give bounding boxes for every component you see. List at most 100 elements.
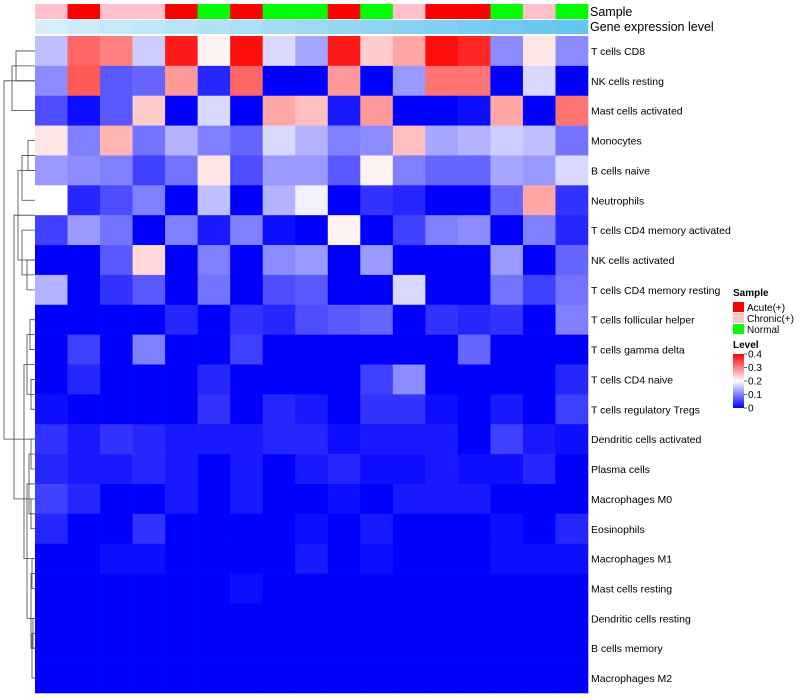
- row-label: NK cells resting: [591, 76, 664, 88]
- gene-level-cell: [295, 20, 329, 34]
- sample-cell: [100, 4, 133, 19]
- heatmap-cell: [392, 543, 426, 574]
- heatmap-cell: [522, 65, 556, 97]
- heatmap-cell: [35, 274, 68, 306]
- heatmap-cell: [522, 543, 556, 574]
- heatmap-cell: [490, 543, 524, 574]
- heatmap-cell: [555, 394, 589, 425]
- heatmap-cell: [522, 633, 556, 664]
- dendrogram-branch: [21, 155, 35, 201]
- heatmap-cell: [67, 603, 101, 634]
- gene-level-cell: [165, 20, 198, 34]
- heatmap-cell: [230, 125, 264, 156]
- heatmap-cell: [230, 543, 264, 574]
- heatmap-cell: [360, 424, 394, 455]
- heatmap-cell: [522, 603, 556, 634]
- heatmap-cell: [197, 633, 231, 664]
- sample-cell: [457, 4, 491, 19]
- heatmap-cell: [35, 543, 68, 574]
- heatmap-cell: [100, 334, 133, 365]
- heatmap-cell: [100, 543, 133, 574]
- heatmap-cell: [327, 95, 361, 126]
- legend-level-colorbar: [733, 354, 744, 408]
- heatmap-cell: [457, 185, 491, 216]
- heatmap-cell: [295, 663, 329, 694]
- heatmap-cell: [230, 304, 264, 335]
- heatmap-cell: [100, 633, 133, 664]
- heatmap-cell: [360, 95, 394, 126]
- heatmap-cell: [327, 633, 361, 664]
- heatmap-cell: [132, 483, 166, 515]
- row-label: Macrophages M0: [591, 494, 672, 506]
- heatmap-cell: [360, 36, 394, 67]
- heatmap-cell: [555, 483, 589, 515]
- heatmap-cell: [555, 304, 589, 335]
- heatmap-cell: [132, 364, 166, 395]
- sample-annotation-label: Sample: [590, 5, 632, 19]
- heatmap-cell: [295, 513, 329, 544]
- heatmap-cell: [262, 394, 296, 425]
- heatmap-cell: [425, 394, 459, 425]
- heatmap-cell: [67, 513, 101, 544]
- heatmap-cell: [490, 155, 524, 186]
- heatmap-cell: [327, 543, 361, 574]
- heatmap-cell: [490, 334, 524, 365]
- gene-level-cell: [327, 20, 361, 34]
- row-dendrogram: [3, 50, 35, 679]
- heatmap-cell: [360, 663, 394, 694]
- heatmap-cell: [490, 454, 524, 485]
- heatmap-cell: [197, 245, 231, 276]
- heatmap-cell: [327, 364, 361, 395]
- heatmap-cell: [360, 454, 394, 485]
- heatmap-cell: [35, 125, 68, 156]
- heatmap-cell: [490, 245, 524, 276]
- heatmap-cell: [295, 245, 329, 276]
- heatmap-cell: [132, 215, 166, 246]
- heatmap-cell: [197, 36, 231, 67]
- heatmap-cell: [327, 65, 361, 97]
- heatmap-cell: [295, 394, 329, 425]
- heatmap-cell: [457, 573, 491, 604]
- heatmap-cell: [165, 155, 198, 186]
- heatmap-cell: [67, 364, 101, 395]
- heatmap-cell: [522, 185, 556, 216]
- heatmap-cell: [262, 454, 296, 485]
- heatmap-cell: [360, 633, 394, 664]
- heatmap-cell: [360, 364, 394, 395]
- heatmap-cell: [67, 424, 101, 455]
- heatmap-cell: [327, 185, 361, 216]
- heatmap-cell: [197, 573, 231, 604]
- sample-cell: [490, 4, 524, 19]
- heatmap-cell: [555, 245, 589, 276]
- heatmap-cell: [457, 95, 491, 126]
- legend-level-tick-label: 0.1: [748, 390, 762, 401]
- heatmap-cell: [425, 245, 459, 276]
- heatmap-cell: [555, 454, 589, 485]
- heatmap-cell: [35, 573, 68, 604]
- row-label: NK cells activated: [591, 255, 675, 267]
- row-label: T cells follicular helper: [591, 315, 695, 327]
- heatmap-cell: [327, 513, 361, 544]
- heatmap-cell: [230, 364, 264, 395]
- heatmap-cell: [67, 215, 101, 246]
- heatmap-cell: [262, 185, 296, 216]
- heatmap-cell: [425, 274, 459, 306]
- heatmap-cell: [425, 483, 459, 515]
- sample-cell: [522, 4, 556, 19]
- heatmap-cell: [262, 36, 296, 67]
- heatmap-cell: [522, 155, 556, 186]
- row-labels: T cells CD8 NK cells resting Mast cells ac…: [591, 46, 731, 685]
- heatmap-cell: [165, 125, 198, 156]
- heatmap-cell: [522, 245, 556, 276]
- heatmap-cell: [360, 394, 394, 425]
- heatmap-cell: [165, 304, 198, 335]
- heatmap-cell: [197, 215, 231, 246]
- heatmap-cell: [132, 304, 166, 335]
- heatmap-cell: [490, 633, 524, 664]
- heatmap-cell: [360, 215, 394, 246]
- heatmap-cell: [392, 603, 426, 634]
- heatmap-cell: [197, 95, 231, 126]
- heatmap-cell: [490, 573, 524, 604]
- heatmap-cell: [490, 483, 524, 515]
